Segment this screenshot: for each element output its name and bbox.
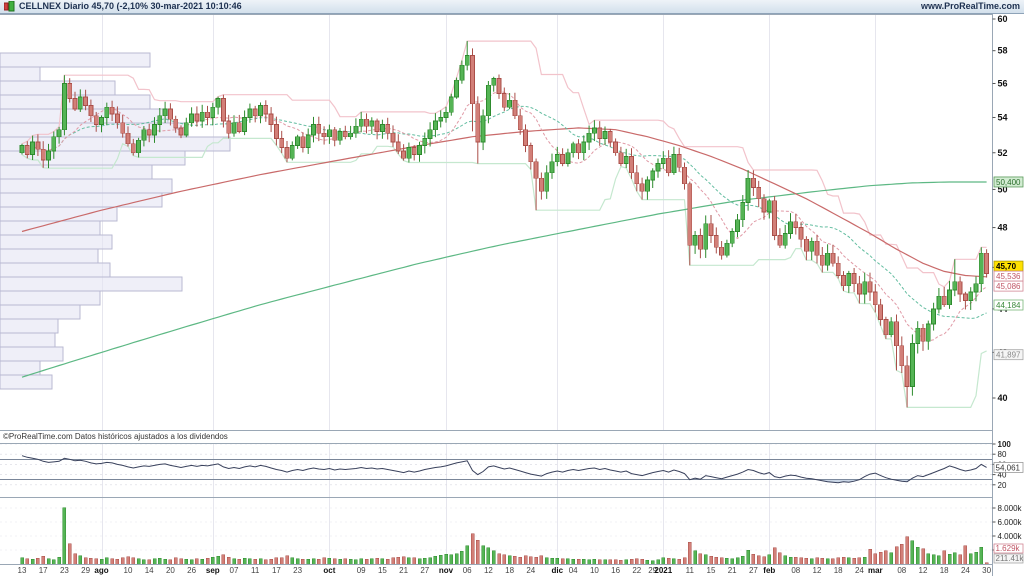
svg-text:mar: mar <box>868 566 883 575</box>
title-bar: CELLNEX Diario 45,70 (-2,10% 30-mar-2021… <box>0 0 1024 14</box>
rsi-pane[interactable] <box>0 443 993 486</box>
svg-text:13: 13 <box>18 566 27 575</box>
svg-text:211.41k: 211.41k <box>996 554 1024 563</box>
svg-text:100: 100 <box>998 440 1012 449</box>
svg-text:ago: ago <box>94 566 108 575</box>
grid-layer <box>102 14 876 564</box>
svg-text:10: 10 <box>124 566 133 575</box>
svg-text:16: 16 <box>611 566 620 575</box>
svg-text:11: 11 <box>251 566 260 575</box>
svg-text:40: 40 <box>998 393 1008 403</box>
svg-text:15: 15 <box>378 566 387 575</box>
svg-text:41,897: 41,897 <box>996 351 1021 360</box>
svg-text:80: 80 <box>998 450 1007 459</box>
svg-text:56: 56 <box>998 78 1008 88</box>
watermark: www.ProRealTime.com <box>920 1 1020 11</box>
svg-text:20: 20 <box>998 481 1007 490</box>
svg-text:15: 15 <box>707 566 716 575</box>
svg-text:44,184: 44,184 <box>996 301 1021 310</box>
svg-text:30: 30 <box>982 566 991 575</box>
svg-text:06: 06 <box>463 566 472 575</box>
svg-text:1.629k: 1.629k <box>996 544 1021 553</box>
svg-text:09: 09 <box>357 566 366 575</box>
svg-text:22: 22 <box>632 566 641 575</box>
price-axis[interactable]: 605856545250484644424050,40045,7045,5364… <box>992 14 1024 576</box>
copyright-text: ©ProRealTime.com Datos históricos ajusta… <box>3 432 228 441</box>
svg-text:10: 10 <box>590 566 599 575</box>
svg-text:29: 29 <box>81 566 90 575</box>
volume-pane[interactable] <box>0 507 993 565</box>
svg-text:24: 24 <box>855 566 864 575</box>
instrument-title: CELLNEX Diario 45,70 (-2,10% 30-mar-2021… <box>19 1 242 11</box>
svg-text:20: 20 <box>166 566 175 575</box>
svg-text:6.000k: 6.000k <box>998 518 1023 527</box>
svg-text:40: 40 <box>998 471 1007 480</box>
svg-text:8.000k: 8.000k <box>998 504 1023 513</box>
svg-text:18: 18 <box>505 566 514 575</box>
svg-text:24: 24 <box>526 566 535 575</box>
svg-text:52: 52 <box>998 148 1008 158</box>
svg-text:27: 27 <box>420 566 429 575</box>
svg-text:18: 18 <box>834 566 843 575</box>
svg-text:2021: 2021 <box>654 566 672 575</box>
svg-text:dic: dic <box>552 566 564 575</box>
candles-layer <box>19 41 989 408</box>
svg-text:58: 58 <box>998 46 1008 56</box>
svg-text:4.000k: 4.000k <box>998 532 1023 541</box>
svg-text:feb: feb <box>763 566 775 575</box>
svg-text:45,70: 45,70 <box>996 262 1017 271</box>
svg-text:12: 12 <box>919 566 928 575</box>
svg-text:oct: oct <box>323 566 335 575</box>
svg-text:60: 60 <box>998 14 1008 24</box>
svg-text:12: 12 <box>813 566 822 575</box>
svg-text:23: 23 <box>293 566 302 575</box>
copyright-strip: ©ProRealTime.com Datos históricos ajusta… <box>0 431 992 443</box>
svg-text:50: 50 <box>998 184 1008 194</box>
svg-text:08: 08 <box>897 566 906 575</box>
svg-text:26: 26 <box>187 566 196 575</box>
svg-text:18: 18 <box>940 566 949 575</box>
svg-text:54,061: 54,061 <box>996 463 1021 472</box>
svg-text:12: 12 <box>484 566 493 575</box>
svg-text:21: 21 <box>399 566 408 575</box>
svg-text:sep: sep <box>206 566 220 575</box>
svg-text:11: 11 <box>686 566 695 575</box>
svg-text:08: 08 <box>791 566 800 575</box>
svg-text:17: 17 <box>39 566 48 575</box>
svg-text:14: 14 <box>145 566 154 575</box>
svg-text:45,536: 45,536 <box>996 272 1021 281</box>
svg-text:23: 23 <box>60 566 69 575</box>
svg-text:50,400: 50,400 <box>996 178 1021 187</box>
svg-text:54: 54 <box>998 112 1008 122</box>
svg-text:48: 48 <box>998 223 1008 233</box>
svg-text:07: 07 <box>230 566 239 575</box>
svg-text:04: 04 <box>569 566 578 575</box>
date-axis[interactable]: 13 17 23 29 ago 10 14 20 26 sep 07 11 17 23 oct 09 15 21 2… <box>18 566 992 575</box>
svg-text:nov: nov <box>439 566 454 575</box>
candlestick-icon <box>4 1 15 12</box>
svg-text:24: 24 <box>961 566 970 575</box>
svg-text:27: 27 <box>749 566 758 575</box>
svg-text:45,086: 45,086 <box>996 282 1021 291</box>
svg-text:17: 17 <box>272 566 281 575</box>
svg-text:21: 21 <box>728 566 737 575</box>
volume-profile <box>0 52 231 390</box>
svg-text:29: 29 <box>648 566 657 575</box>
